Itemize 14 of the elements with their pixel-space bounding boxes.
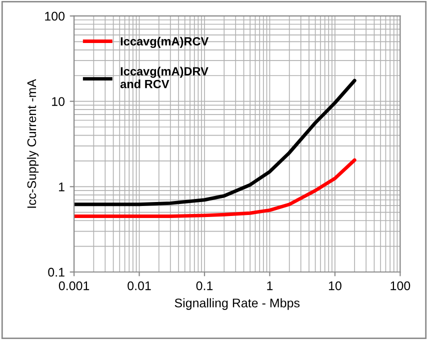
x-tick-label: 100 [390, 281, 410, 290]
legend-label: Iccavg(mA)RCV [120, 36, 209, 48]
x-tick-label: 0.1 [196, 281, 213, 290]
y-tick-label: 10 [52, 97, 65, 106]
y-tick-label: 0.1 [48, 268, 64, 277]
y-axis-title: Icc-Supply Current -mA [26, 79, 39, 208]
legend-label: Iccavg(mA)DRV and RCV [120, 66, 208, 88]
y-tick-label: 100 [45, 12, 65, 21]
y-tick-label: 1 [59, 182, 64, 192]
x-tick-label: 1 [267, 281, 273, 290]
x-tick-label: 0.01 [128, 281, 151, 290]
x-tick-label: 10 [328, 281, 342, 290]
x-axis-title: Signalling Rate - Mbps [174, 298, 300, 310]
x-tick-label: 0.001 [58, 281, 90, 290]
